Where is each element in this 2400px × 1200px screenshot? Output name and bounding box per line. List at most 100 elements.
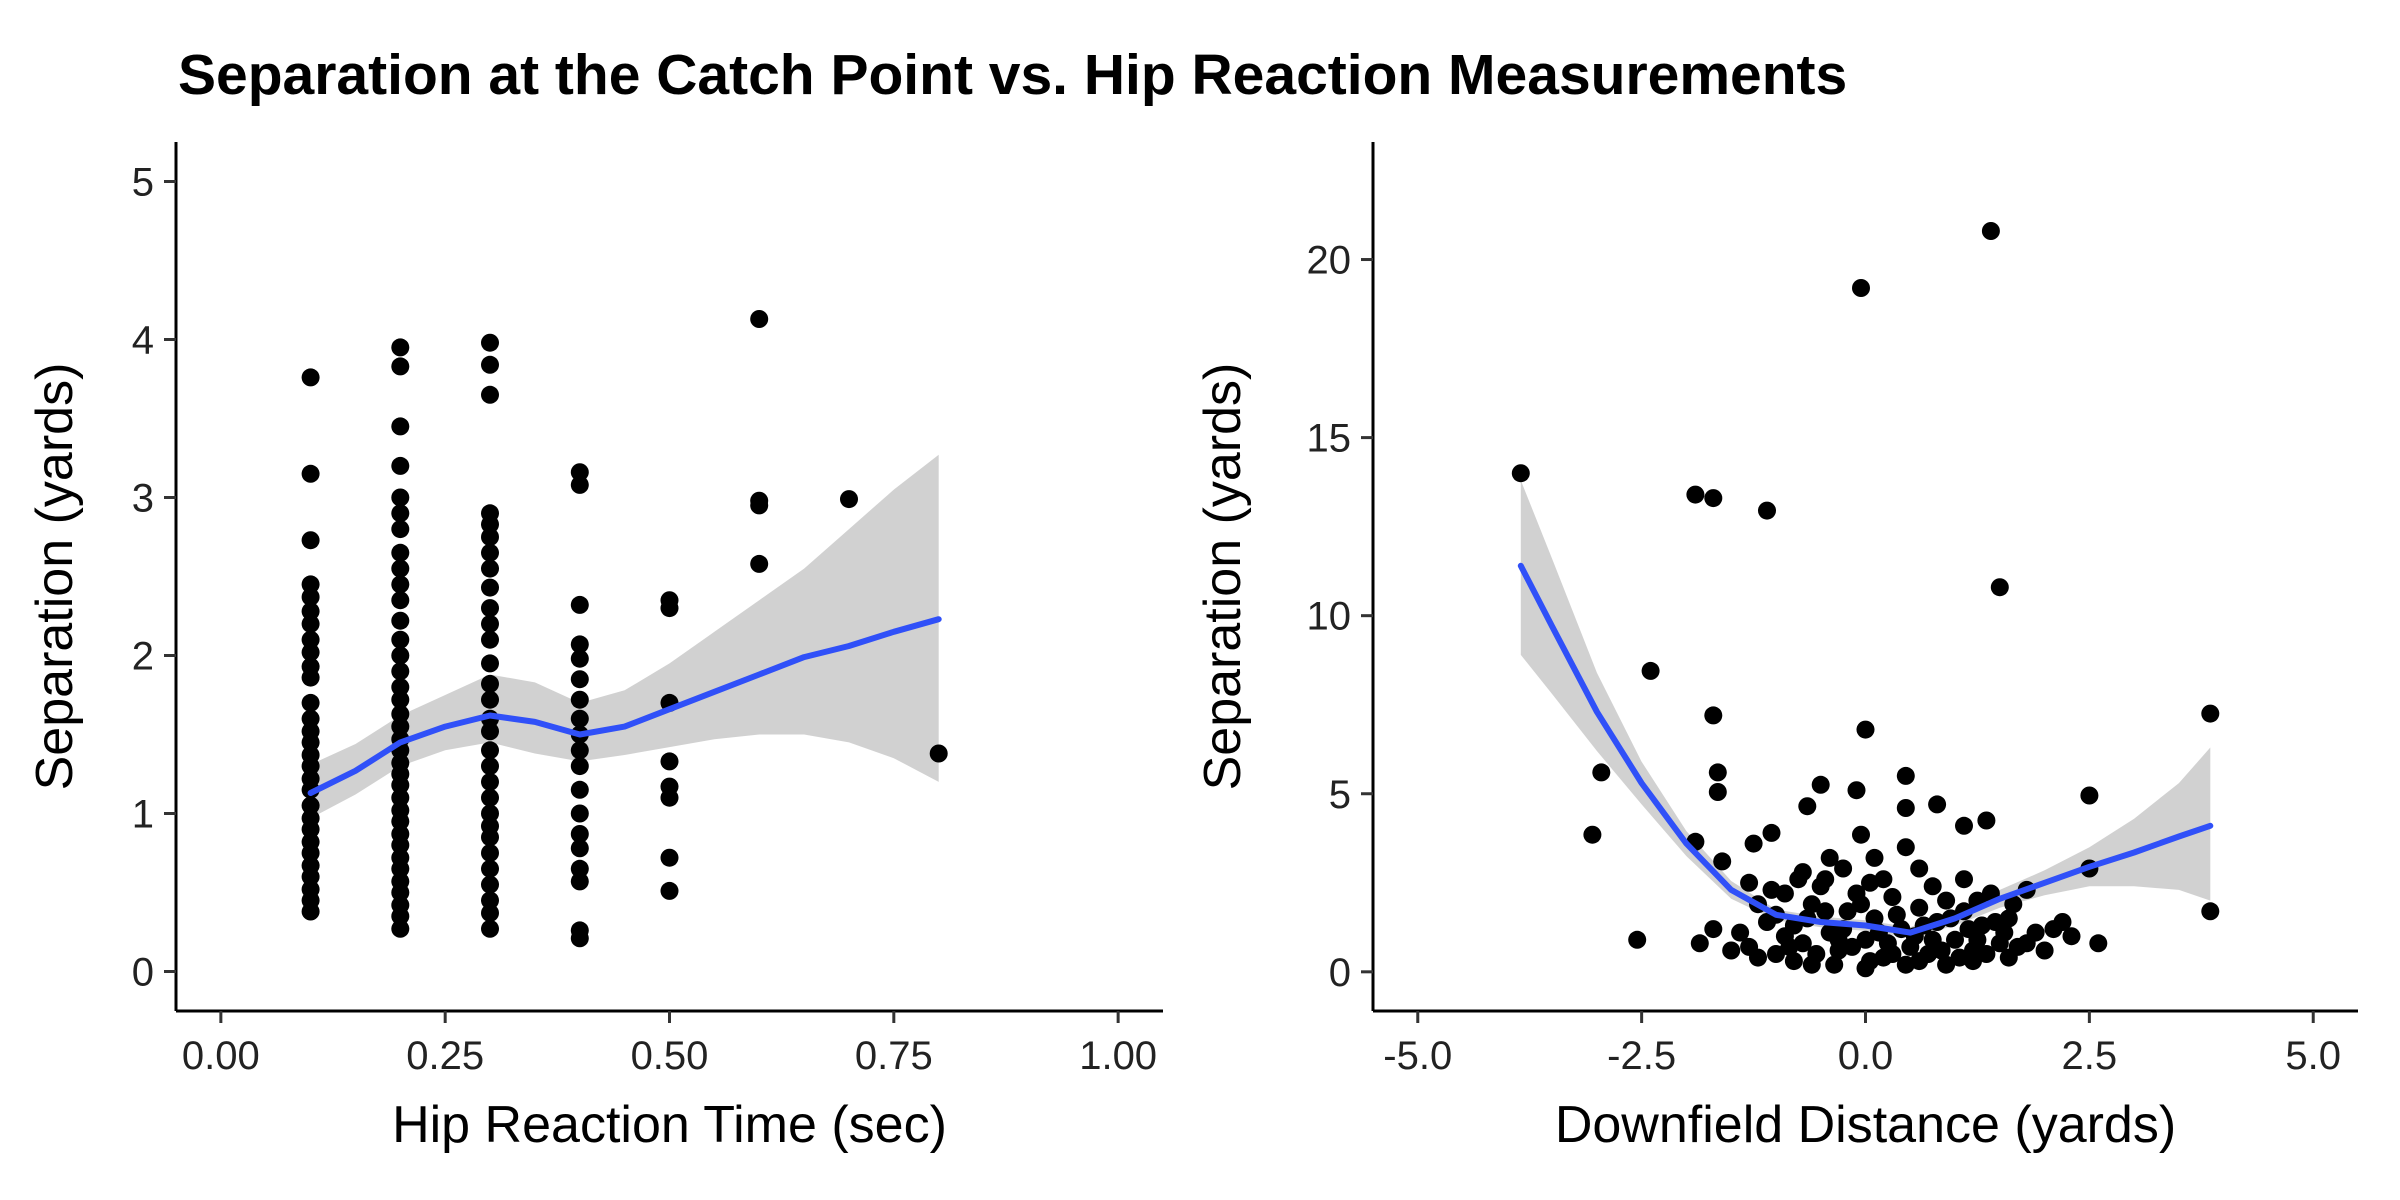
data-point (301, 867, 320, 886)
data-point (301, 588, 320, 606)
y-tick-label: 10 (1307, 595, 1352, 639)
data-point (1923, 877, 1942, 896)
y-tick-label: 3 (132, 477, 154, 521)
data-point (1690, 934, 1709, 953)
data-point (1937, 891, 1956, 910)
data-point (1708, 763, 1727, 782)
data-point (391, 690, 410, 709)
data-point (481, 355, 499, 374)
data-point (570, 670, 589, 689)
y-tick-label: 4 (132, 319, 154, 363)
data-point (570, 690, 589, 709)
data-point (391, 504, 410, 523)
chart-title: Separation at the Catch Point vs. Hip Re… (178, 43, 1848, 107)
data-point (570, 839, 589, 858)
data-point (570, 595, 589, 614)
data-point (2035, 941, 2054, 960)
data-point (1749, 948, 1767, 967)
data-point (391, 591, 410, 610)
data-point (391, 776, 410, 795)
smooth-trend-line (307, 616, 942, 796)
y-tick-label: 1 (132, 793, 154, 837)
data-point (301, 733, 320, 752)
smooth-trend-line (1517, 562, 2214, 936)
data-point (301, 844, 320, 862)
data-point (481, 578, 499, 597)
data-point (1896, 838, 1915, 857)
data-point (391, 559, 410, 578)
data-point (481, 543, 499, 562)
data-point (2201, 902, 2220, 921)
y-tick-label: 15 (1307, 417, 1352, 461)
y-tick-label: 2 (132, 635, 154, 679)
data-point (301, 709, 320, 728)
data-point (1628, 930, 1647, 949)
data-point (1708, 783, 1727, 801)
data-point (301, 531, 320, 550)
data-point (660, 881, 679, 900)
data-point (301, 630, 320, 649)
data-point (391, 883, 410, 902)
data-point (1511, 464, 1530, 483)
data-point (1704, 489, 1723, 508)
data-point (391, 520, 410, 539)
data-point (1816, 870, 1835, 889)
data-point (481, 859, 499, 878)
data-point (1990, 578, 2009, 597)
data-point (840, 490, 858, 509)
data-point (481, 828, 499, 847)
data-point (570, 929, 589, 948)
data-point (301, 368, 320, 387)
data-point (1910, 898, 1929, 917)
data-point (1981, 222, 2000, 240)
data-point (1910, 952, 1929, 971)
data-point (570, 804, 589, 823)
data-point (1758, 501, 1776, 520)
data-point (481, 599, 499, 618)
data-point (1937, 955, 1956, 974)
data-point (481, 757, 499, 776)
data-point (391, 543, 410, 562)
data-point (1865, 909, 1884, 928)
data-point (1955, 816, 1973, 835)
data-point (1999, 948, 2018, 967)
data-point (1968, 930, 1987, 949)
data-point (301, 643, 320, 662)
data-point (481, 674, 499, 693)
x-tick-label: 0.25 (406, 1034, 484, 1078)
data-point (1928, 795, 1947, 814)
data-point (1780, 937, 1799, 956)
data-point (481, 891, 499, 910)
data-point (1856, 720, 1875, 739)
data-point (1722, 941, 1741, 960)
data-point (391, 788, 410, 807)
x-tick-label: 0.00 (182, 1034, 260, 1078)
data-point (481, 528, 499, 546)
data-point (481, 559, 499, 578)
data-point (481, 788, 499, 807)
data-point (481, 722, 499, 741)
data-point (301, 614, 320, 633)
x-tick-label: 1.00 (1079, 1034, 1157, 1078)
x-tick-label: 5.0 (2285, 1034, 2341, 1078)
data-point (1762, 823, 1781, 842)
data-point (570, 649, 589, 668)
x-tick-label: -5.0 (1383, 1034, 1452, 1078)
data-point (1811, 775, 1830, 794)
data-point (481, 741, 499, 760)
data-point (481, 904, 499, 922)
data-point (1820, 848, 1839, 867)
data-point (391, 919, 410, 938)
data-point (391, 630, 410, 649)
data-point (1977, 811, 1996, 830)
data-point (570, 463, 589, 482)
data-point (1802, 895, 1821, 914)
data-point (1852, 825, 1870, 844)
data-point (391, 859, 410, 878)
data-point (1704, 706, 1723, 725)
x-tick-label: 2.5 (2062, 1034, 2118, 1078)
data-point (2004, 895, 2023, 914)
x-axis-title: Downfield Distance (yards) (1555, 1096, 2176, 1154)
data-point (2080, 786, 2099, 805)
